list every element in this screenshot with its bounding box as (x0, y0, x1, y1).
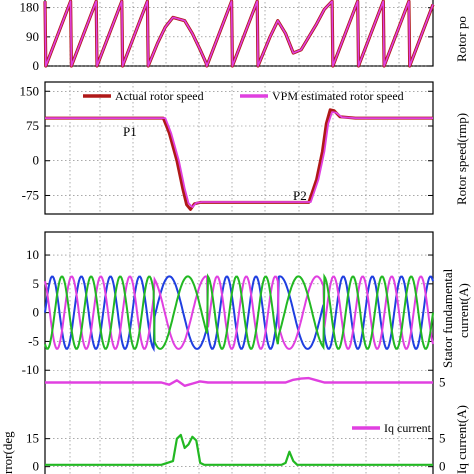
err2-rtick-label-0: 0 (439, 459, 446, 474)
rotor-position-ylabel: Rotor po (454, 16, 469, 62)
grid-lines (45, 0, 433, 474)
legend-iq-label: Iq current (384, 421, 432, 435)
speed-series-actual (45, 108, 433, 211)
speed-tick-label-2: 75 (26, 118, 39, 133)
rotor-speed-ylabel: Rotor speed(rmp) (454, 113, 469, 205)
speed-series-vpm (45, 111, 433, 209)
current-panel (44, 231, 434, 474)
current-phase-2 (44, 275, 434, 350)
current-phase-1 (44, 275, 434, 353)
cur-tick-label-0: -10 (22, 362, 39, 377)
error-ylabel: rror(deg (0, 431, 15, 474)
current-ylabel-line2: current(A) (456, 283, 471, 338)
err2-rtick-label-1: 5 (439, 431, 446, 446)
cur-tick-label-3: 5 (33, 276, 40, 291)
pos-series-actual (43, 0, 435, 68)
legend-actual-label: Actual rotor speed (115, 89, 204, 103)
err-tick-label-0: 0 (33, 459, 40, 474)
pos-tick-label-0: 0 (33, 58, 40, 73)
cur-tick-label-4: 10 (26, 247, 39, 262)
pos-tick-label-2: 180 (20, 0, 40, 15)
iq-series (45, 376, 433, 387)
pos-series-vpm (44, 0, 434, 67)
cur-tick-label-1: -5 (28, 333, 39, 348)
speed-tick-label-3: 150 (20, 83, 40, 98)
legend-vpm-label: VPM estimated rotor speed (272, 89, 404, 103)
rotor-speed-panel (44, 81, 434, 215)
speed-legend: Actual rotor speed VPM estimated rotor s… (83, 89, 404, 103)
current-ylabel-line1: Stator fundamental (440, 268, 455, 368)
series-group (43, 0, 435, 466)
iq-ylabel: Iq current(A) (454, 405, 469, 474)
cur-tick-label-2: 0 (33, 305, 40, 320)
iq-legend: Iq current (352, 421, 432, 435)
current-phase-3 (44, 273, 434, 351)
error-series (45, 433, 433, 466)
annotation-p1: P1 (123, 124, 137, 139)
iq-rtick-label-0: 5 (439, 375, 446, 390)
err-tick-label-1: 15 (26, 431, 39, 446)
annotation-p2: P2 (293, 188, 307, 203)
speed-tick-label-1: 0 (33, 153, 40, 168)
speed-tick-label-0: -75 (22, 187, 39, 202)
rotor-position-panel (44, 0, 434, 67)
pos-tick-label-1: 90 (26, 29, 39, 44)
